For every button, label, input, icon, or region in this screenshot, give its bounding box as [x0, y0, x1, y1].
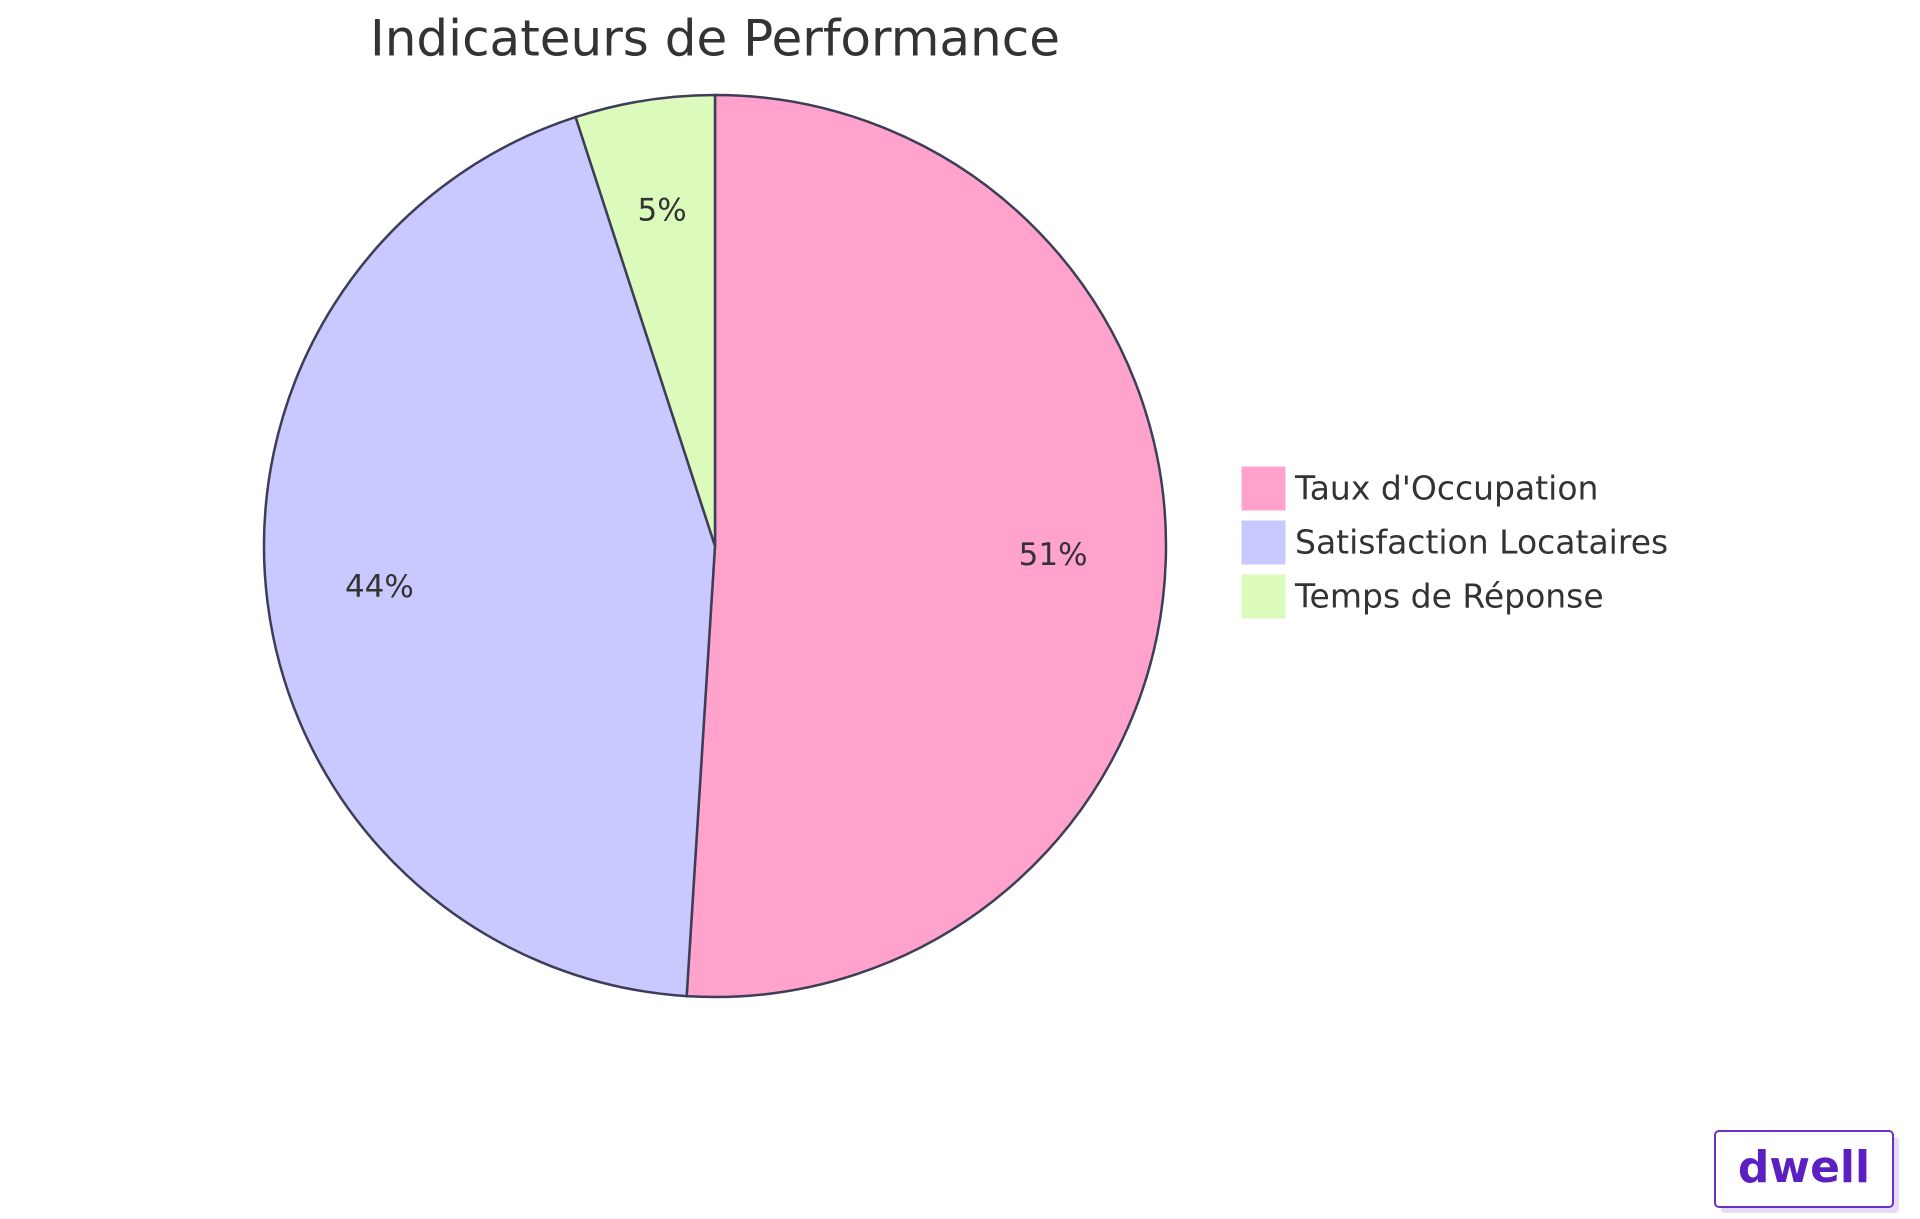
chart-title: Indicateurs de Performance [370, 10, 1060, 68]
legend-swatch [1240, 519, 1287, 566]
pie-slice [574, 93, 717, 547]
pie-slice [262, 115, 717, 998]
legend-swatch [1240, 465, 1287, 512]
legend-label: Satisfaction Locataires [1295, 523, 1668, 562]
legend-label: Temps de Réponse [1294, 577, 1604, 616]
slice-label: 51% [1019, 537, 1088, 573]
logo-box [1714, 1130, 1894, 1208]
watermark-logo: dwell [1714, 1130, 1899, 1213]
pie-slice [685, 93, 1168, 999]
legend-swatch [1240, 573, 1287, 620]
logo-text: dwell [1738, 1142, 1870, 1193]
legend-label: Taux d'Occupation [1294, 469, 1598, 508]
slice-label: 5% [637, 192, 686, 228]
slice-label: 44% [345, 569, 414, 605]
